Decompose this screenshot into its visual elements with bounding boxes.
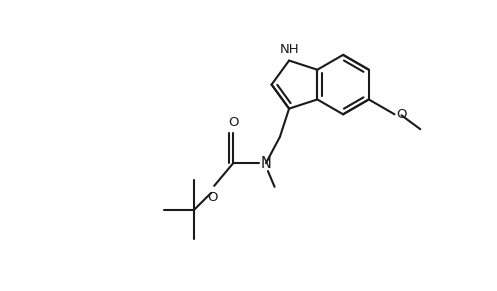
Text: NH: NH [279, 42, 299, 56]
Text: O: O [397, 108, 407, 121]
Text: O: O [228, 116, 239, 129]
Text: O: O [207, 191, 217, 204]
Text: N: N [260, 156, 271, 171]
